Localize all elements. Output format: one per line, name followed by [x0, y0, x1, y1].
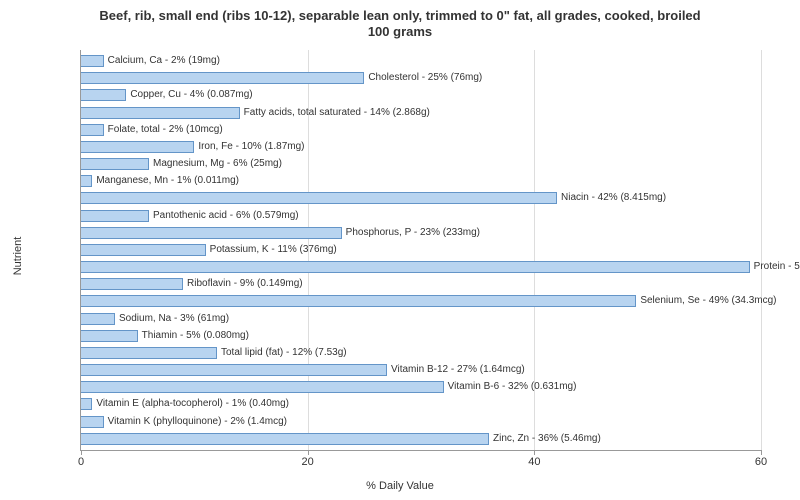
nutrient-bar [81, 244, 206, 256]
nutrient-label: Zinc, Zn - 36% (5.46mg) [489, 432, 601, 446]
bar-row: Calcium, Ca - 2% (19mg) [81, 54, 761, 68]
nutrient-bar [81, 330, 138, 342]
bar-row: Fatty acids, total saturated - 14% (2.86… [81, 106, 761, 120]
nutrient-label: Folate, total - 2% (10mcg) [104, 123, 223, 137]
nutrient-label: Manganese, Mn - 1% (0.011mg) [92, 174, 239, 188]
bar-row: Total lipid (fat) - 12% (7.53g) [81, 346, 761, 360]
nutrient-label: Iron, Fe - 10% (1.87mg) [194, 140, 304, 154]
nutrient-label: Total lipid (fat) - 12% (7.53g) [217, 346, 347, 360]
nutrient-bar [81, 141, 194, 153]
nutrient-label: Cholesterol - 25% (76mg) [364, 71, 482, 85]
plot-area: Calcium, Ca - 2% (19mg) Cholesterol - 25%… [80, 50, 761, 451]
nutrient-label: Copper, Cu - 4% (0.087mg) [126, 88, 252, 102]
nutrient-bar [81, 192, 557, 204]
nutrient-label: Calcium, Ca - 2% (19mg) [104, 54, 220, 68]
nutrient-bar [81, 381, 444, 393]
x-tick-label: 40 [528, 450, 540, 468]
nutrient-bar [81, 364, 387, 376]
nutrient-label: Protein - 59% (29.41g) [750, 260, 800, 274]
x-tick-label: 20 [302, 450, 314, 468]
nutrient-bar [81, 158, 149, 170]
nutrient-bar [81, 124, 104, 136]
nutrient-bar [81, 107, 240, 119]
bars-container: Calcium, Ca - 2% (19mg) Cholesterol - 25%… [81, 54, 761, 446]
bar-row: Selenium, Se - 49% (34.3mcg) [81, 294, 761, 308]
nutrient-label: Vitamin E (alpha-tocopherol) - 1% (0.40m… [92, 397, 289, 411]
title-line-2: 100 grams [368, 24, 432, 39]
nutrient-label: Sodium, Na - 3% (61mg) [115, 312, 229, 326]
nutrient-bar [81, 261, 750, 273]
nutrient-bar [81, 210, 149, 222]
nutrient-bar [81, 416, 104, 428]
bar-row: Thiamin - 5% (0.080mg) [81, 329, 761, 343]
nutrient-bar [81, 313, 115, 325]
nutrient-chart: Beef, rib, small end (ribs 10-12), separ… [0, 0, 800, 500]
nutrient-label: Vitamin B-12 - 27% (1.64mcg) [387, 363, 525, 377]
nutrient-label: Pantothenic acid - 6% (0.579mg) [149, 209, 299, 223]
chart-title: Beef, rib, small end (ribs 10-12), separ… [0, 0, 800, 41]
bar-row: Vitamin B-12 - 27% (1.64mcg) [81, 363, 761, 377]
nutrient-label: Potassium, K - 11% (376mg) [206, 243, 337, 257]
x-tick-label: 60 [755, 450, 767, 468]
nutrient-label: Phosphorus, P - 23% (233mg) [342, 226, 480, 240]
bar-row: Niacin - 42% (8.415mg) [81, 191, 761, 205]
x-tick-label: 0 [78, 450, 84, 468]
nutrient-label: Vitamin B-6 - 32% (0.631mg) [444, 380, 577, 394]
bar-row: Riboflavin - 9% (0.149mg) [81, 277, 761, 291]
nutrient-bar [81, 398, 92, 410]
nutrient-label: Riboflavin - 9% (0.149mg) [183, 277, 303, 291]
title-line-1: Beef, rib, small end (ribs 10-12), separ… [99, 8, 700, 23]
bar-row: Vitamin B-6 - 32% (0.631mg) [81, 380, 761, 394]
y-axis-label: Nutrient [12, 237, 24, 276]
nutrient-label: Niacin - 42% (8.415mg) [557, 191, 666, 205]
bar-row: Sodium, Na - 3% (61mg) [81, 312, 761, 326]
nutrient-bar [81, 347, 217, 359]
nutrient-bar [81, 72, 364, 84]
nutrient-bar [81, 89, 126, 101]
nutrient-label: Vitamin K (phylloquinone) - 2% (1.4mcg) [104, 415, 287, 429]
nutrient-label: Thiamin - 5% (0.080mg) [138, 329, 249, 343]
nutrient-label: Selenium, Se - 49% (34.3mcg) [636, 294, 776, 308]
bar-row: Folate, total - 2% (10mcg) [81, 123, 761, 137]
nutrient-bar [81, 278, 183, 290]
bar-row: Phosphorus, P - 23% (233mg) [81, 226, 761, 240]
nutrient-bar [81, 227, 342, 239]
bar-row: Cholesterol - 25% (76mg) [81, 71, 761, 85]
bar-row: Magnesium, Mg - 6% (25mg) [81, 157, 761, 171]
nutrient-bar [81, 295, 636, 307]
bar-row: Vitamin K (phylloquinone) - 2% (1.4mcg) [81, 415, 761, 429]
bar-row: Potassium, K - 11% (376mg) [81, 243, 761, 257]
nutrient-label: Fatty acids, total saturated - 14% (2.86… [240, 106, 430, 120]
bar-row: Vitamin E (alpha-tocopherol) - 1% (0.40m… [81, 397, 761, 411]
grid-line [761, 50, 762, 450]
bar-row: Copper, Cu - 4% (0.087mg) [81, 88, 761, 102]
nutrient-bar [81, 175, 92, 187]
bar-row: Iron, Fe - 10% (1.87mg) [81, 140, 761, 154]
nutrient-bar [81, 55, 104, 67]
bar-row: Manganese, Mn - 1% (0.011mg) [81, 174, 761, 188]
nutrient-bar [81, 433, 489, 445]
bar-row: Protein - 59% (29.41g) [81, 260, 761, 274]
nutrient-label: Magnesium, Mg - 6% (25mg) [149, 157, 282, 171]
bar-row: Pantothenic acid - 6% (0.579mg) [81, 209, 761, 223]
x-axis-label: % Daily Value [366, 480, 434, 492]
bar-row: Zinc, Zn - 36% (5.46mg) [81, 432, 761, 446]
